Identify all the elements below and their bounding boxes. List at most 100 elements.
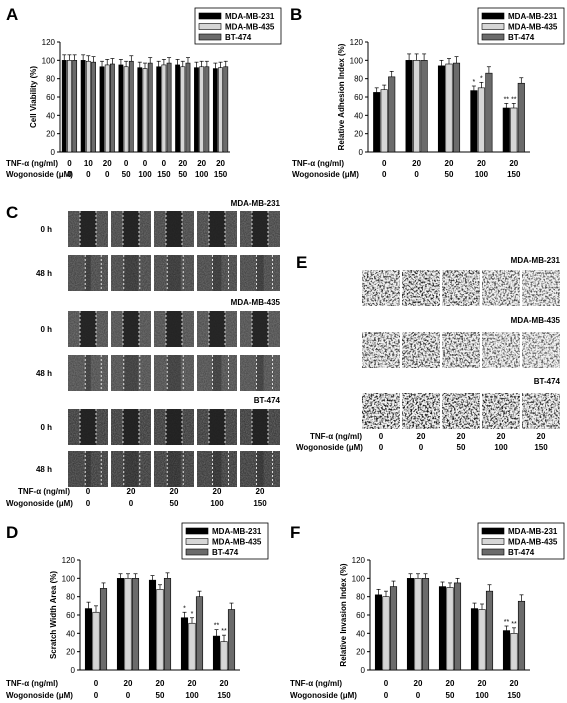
- time-label: 0 h: [40, 325, 52, 334]
- significance-mark: **: [504, 619, 510, 626]
- legend-label: MDA-MB-435: [225, 23, 275, 32]
- scratch-texture: [154, 255, 194, 291]
- y-tick-label: 20: [66, 648, 75, 657]
- bar: [438, 586, 447, 671]
- bar: [220, 641, 228, 671]
- bar: [80, 60, 86, 153]
- tnf-value: 20: [412, 159, 421, 168]
- bar: [382, 596, 390, 671]
- bar: [405, 60, 413, 153]
- tnf-value: 20: [446, 679, 455, 688]
- bar: [91, 61, 96, 153]
- significance-mark: **: [221, 628, 227, 635]
- tnf-value: 20: [216, 159, 225, 168]
- legend-label: MDA-MB-435: [508, 538, 558, 547]
- time-label: 0 h: [40, 225, 52, 234]
- cell-line-label: BT-474: [534, 377, 561, 386]
- tnf-value: 0: [384, 679, 389, 688]
- scratch-texture: [111, 355, 151, 391]
- bar: [72, 60, 78, 153]
- wogonoside-value: 0: [419, 443, 424, 452]
- tnf-value: 20: [178, 159, 187, 168]
- bar: [123, 66, 129, 153]
- y-tick-label: 60: [356, 611, 365, 620]
- tnf-value: 20: [170, 487, 179, 496]
- bar: [470, 608, 479, 671]
- tnf-value: 0: [382, 159, 387, 168]
- wogonoside-value: 50: [445, 170, 454, 179]
- legend-label: MDA-MB-231: [225, 12, 275, 21]
- wogonoside-value: 0: [414, 170, 419, 179]
- tnf-row-label: TNF-α (ng/ml): [292, 159, 344, 168]
- significance-mark: **: [511, 621, 517, 628]
- significance-mark: *: [183, 605, 186, 612]
- y-tick-label: 80: [46, 75, 55, 84]
- scratch-gap: [123, 355, 139, 391]
- tnf-value: 20: [478, 679, 487, 688]
- bar: [204, 66, 210, 153]
- tnf-value: 20: [537, 432, 546, 441]
- bar: [161, 64, 167, 153]
- tnf-row-label: TNF-α (ng/ml): [6, 159, 58, 168]
- wogonoside-value: 0: [86, 499, 91, 508]
- legend-swatch: [185, 548, 209, 556]
- y-tick-label: 0: [51, 148, 56, 157]
- wogonoside-value: 0: [382, 170, 387, 179]
- tnf-value: 20: [509, 159, 518, 168]
- invasion-texture: [522, 393, 560, 429]
- y-tick-label: 60: [354, 93, 363, 102]
- time-label: 48 h: [36, 465, 52, 474]
- scratch-texture: [197, 355, 237, 391]
- bar: [199, 66, 205, 153]
- y-tick-label: 20: [46, 130, 55, 139]
- invasion-texture: [482, 332, 520, 368]
- legend-swatch: [481, 12, 505, 20]
- time-label: 48 h: [36, 369, 52, 378]
- scratch-gap: [166, 311, 182, 347]
- legend-label: MDA-MB-231: [212, 527, 262, 536]
- y-tick-label: 80: [66, 593, 75, 602]
- panel-letter: B: [290, 5, 302, 24]
- significance-mark: **: [504, 96, 510, 103]
- y-tick-label: 40: [66, 629, 75, 638]
- bar: [195, 596, 204, 671]
- tnf-value: 20: [103, 159, 112, 168]
- bar: [99, 588, 108, 671]
- scratch-gap: [212, 355, 222, 391]
- legend-swatch: [198, 12, 222, 20]
- wogonoside-value: 150: [157, 170, 171, 179]
- significance-mark: **: [214, 623, 220, 630]
- bar: [118, 64, 124, 153]
- invasion-texture: [362, 270, 400, 306]
- legend-swatch: [481, 548, 505, 556]
- scratch-gap: [212, 451, 222, 487]
- significance-mark: **: [511, 96, 517, 103]
- bar: [175, 64, 180, 153]
- scratch-texture: [154, 355, 194, 391]
- bar: [510, 633, 518, 671]
- wogonoside-value: 0: [86, 170, 91, 179]
- bar: [148, 579, 157, 671]
- tnf-value: 20: [417, 432, 426, 441]
- invasion-texture: [362, 393, 400, 429]
- panel-e-invasion-images: E MDA-MB-231 MDA-MB-435 BT-474 TNF-α (ng/ml)…: [296, 253, 561, 452]
- y-tick-label: 80: [354, 75, 363, 84]
- bar: [67, 60, 72, 153]
- y-tick-label: 0: [71, 666, 76, 675]
- bar: [478, 609, 486, 671]
- tnf-value: 10: [84, 159, 93, 168]
- invasion-texture: [362, 332, 400, 368]
- scratch-gap: [85, 355, 91, 391]
- tnf-value: 0: [67, 159, 72, 168]
- panel-letter: A: [6, 5, 18, 24]
- scratch-gap: [209, 311, 225, 347]
- bar: [453, 582, 462, 671]
- legend-swatch: [185, 538, 209, 545]
- tnf-value: 20: [124, 679, 133, 688]
- panel-letter: E: [296, 253, 307, 272]
- legend-swatch: [481, 527, 505, 535]
- tnf-value: 20: [457, 432, 466, 441]
- bar: [421, 578, 430, 671]
